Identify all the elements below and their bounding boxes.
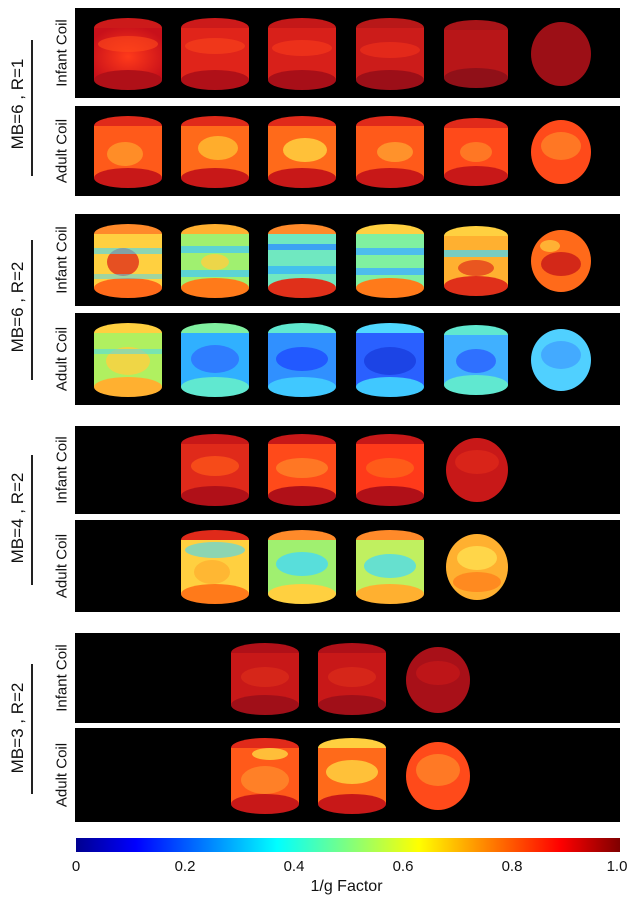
colorbar-tick: 0.2 — [174, 858, 196, 875]
colorbar — [76, 838, 620, 852]
coil-label-adult: Adult Coil — [48, 520, 76, 612]
phantom-image — [443, 323, 509, 397]
phantom-image — [405, 740, 471, 812]
phantom-image — [405, 645, 471, 715]
colorbar-tick: 1.0 — [606, 858, 628, 875]
phantom-image — [355, 16, 425, 92]
image-panel-mb6-r2-adult — [75, 313, 620, 405]
image-panel-mb6-r1-adult — [75, 106, 620, 196]
coil-label-adult: Adult Coil — [48, 728, 76, 822]
group-label-mb4-r2: MB=4 , R=2 — [8, 472, 27, 564]
phantom-image — [530, 327, 592, 393]
group-label-mb6-r1: MB=6 , R=1 — [8, 58, 27, 150]
phantom-image — [443, 18, 509, 90]
colorbar-tick: 0.4 — [283, 858, 305, 875]
phantom-image — [355, 114, 425, 190]
phantom-image — [317, 641, 387, 717]
phantom-image — [530, 118, 592, 186]
phantom-image — [180, 528, 250, 606]
coil-label-adult: Adult Coil — [48, 313, 76, 405]
phantom-image — [93, 222, 163, 300]
phantom-image — [267, 114, 337, 190]
phantom-image — [355, 321, 425, 399]
phantom-image — [355, 222, 425, 300]
image-panel-mb4-r2-infant — [75, 426, 620, 514]
phantom-image — [267, 321, 337, 399]
group-divider — [31, 664, 33, 794]
phantom-image — [230, 736, 300, 816]
phantom-image — [180, 16, 250, 92]
image-panel-mb4-r2-adult — [75, 520, 620, 612]
colorbar-title: 1/g Factor — [310, 878, 383, 895]
group-label-mb6-r2: MB=6 , R=2 — [8, 261, 27, 353]
phantom-image — [267, 16, 337, 92]
group-divider — [31, 455, 33, 585]
group-label-mb3-r2: MB=3 , R=2 — [8, 682, 27, 774]
phantom-image — [317, 736, 387, 816]
coil-label-adult: Adult Coil — [48, 106, 76, 196]
phantom-image — [530, 20, 592, 88]
phantom-image — [445, 532, 509, 602]
phantom-image — [355, 528, 425, 606]
phantom-image — [93, 114, 163, 190]
phantom-image — [355, 432, 425, 508]
phantom-image — [230, 641, 300, 717]
coil-label-infant: Infant Coil — [48, 214, 76, 306]
coil-label-infant: Infant Coil — [48, 633, 76, 723]
image-panel-mb6-r1-infant — [75, 8, 620, 98]
phantom-image — [443, 224, 509, 298]
coil-label-infant: Infant Coil — [48, 426, 76, 514]
phantom-image — [267, 222, 337, 300]
colorbar-tick: 0.6 — [392, 858, 414, 875]
phantom-image — [180, 432, 250, 508]
image-panel-mb3-r2-adult — [75, 728, 620, 822]
coil-label-infant: Infant Coil — [48, 8, 76, 98]
phantom-image — [180, 321, 250, 399]
group-divider — [31, 40, 33, 176]
colorbar-tick: 0 — [71, 858, 81, 875]
phantom-image — [443, 116, 509, 188]
phantom-image — [530, 228, 592, 294]
group-divider — [31, 240, 33, 380]
image-panel-mb6-r2-infant — [75, 214, 620, 306]
phantom-image — [445, 436, 509, 504]
phantom-image — [267, 528, 337, 606]
phantom-image — [93, 321, 163, 399]
phantom-image — [267, 432, 337, 508]
colorbar-tick: 0.8 — [501, 858, 523, 875]
phantom-image — [180, 114, 250, 190]
image-panel-mb3-r2-infant — [75, 633, 620, 723]
phantom-image — [180, 222, 250, 300]
phantom-image — [93, 16, 163, 92]
